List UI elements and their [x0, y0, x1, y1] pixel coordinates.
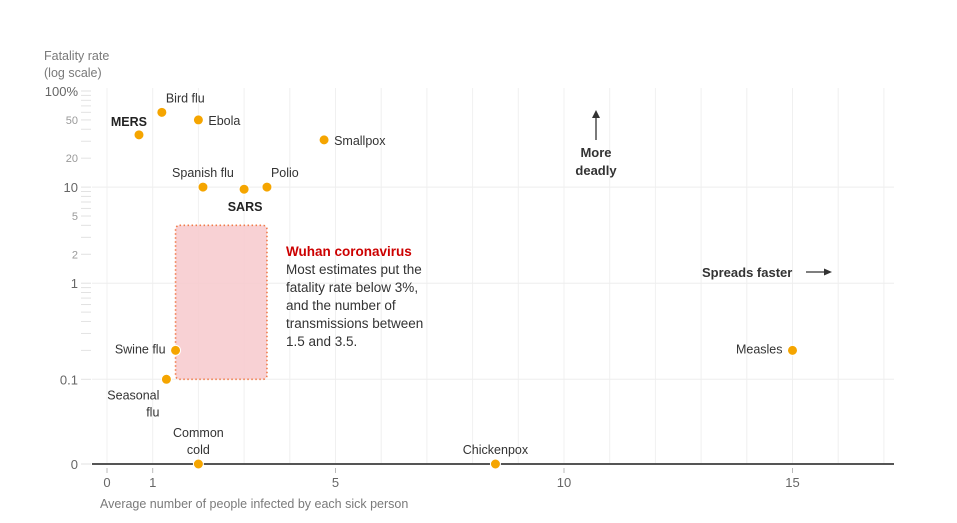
data-point-ebola[interactable]: Ebola	[192, 114, 240, 128]
more-deadly-line-2: deadly	[575, 163, 617, 178]
point-label: Common	[173, 426, 224, 440]
point-marker[interactable]	[238, 183, 250, 195]
annotation-line-5: 1.5 and 3.5.	[286, 334, 357, 349]
data-point-polio[interactable]: Polio	[261, 166, 299, 193]
y-tick-label: 1	[71, 276, 78, 291]
point-marker[interactable]	[133, 129, 145, 141]
data-point-smallpox[interactable]: Smallpox	[318, 134, 386, 148]
data-point-seasonal-flu[interactable]: Seasonal flu	[107, 373, 172, 419]
y-tick-label: 100%	[45, 84, 79, 99]
x-tick-label: 0	[103, 475, 110, 490]
point-marker[interactable]	[318, 134, 330, 146]
spreads-faster-hint: Spreads faster	[702, 265, 832, 280]
annotation-title: Wuhan coronavirus	[286, 244, 412, 259]
wuhan-region-box	[174, 224, 268, 381]
point-label: Polio	[271, 166, 299, 180]
wuhan-annotation: Wuhan coronavirus Most estimates put the…	[286, 244, 423, 349]
point-label: Ebola	[208, 114, 240, 128]
point-label: MERS	[111, 115, 147, 129]
annotation-line-2: fatality rate below 3%,	[286, 280, 418, 295]
data-point-measles[interactable]: Measles	[736, 342, 798, 356]
data-point-bird-flu[interactable]: Bird flu	[156, 91, 205, 118]
point-label: Measles	[736, 342, 783, 356]
point-label: cold	[187, 443, 210, 457]
highlight-region	[174, 224, 268, 381]
y-tick-label-minor: 20	[66, 153, 78, 165]
right-arrow-icon	[824, 268, 832, 276]
point-marker[interactable]	[197, 181, 209, 193]
y-tick-label-minor: 2	[72, 249, 78, 261]
point-label: Spanish flu	[172, 166, 234, 180]
point-label: Seasonal	[107, 388, 159, 402]
y-tick-label: 0	[71, 457, 78, 472]
point-marker[interactable]	[192, 458, 204, 470]
data-point-sars[interactable]: SARS	[228, 183, 263, 214]
more-deadly-line-1: More	[580, 145, 611, 160]
x-tick-label: 5	[332, 475, 339, 490]
annotation-line-3: and the number of	[286, 298, 396, 313]
data-point-mers[interactable]: MERS	[111, 115, 147, 141]
annotation-line-1: Most estimates put the	[286, 262, 422, 277]
point-label: Swine flu	[115, 342, 166, 356]
data-point-common-cold[interactable]: Common cold	[173, 426, 224, 470]
up-arrow-icon	[592, 110, 600, 118]
y-tick-label: 10	[64, 180, 78, 195]
annotation-line-4: transmissions between	[286, 316, 423, 331]
point-label: Smallpox	[334, 134, 386, 148]
point-marker[interactable]	[156, 106, 168, 118]
point-label: SARS	[228, 200, 263, 214]
point-marker[interactable]	[192, 114, 204, 126]
y-tick-label: 0.1	[60, 372, 78, 387]
point-label: Bird flu	[166, 91, 205, 105]
data-point-spanish-flu[interactable]: Spanish flu	[172, 166, 234, 193]
x-tick-label: 1	[149, 475, 156, 490]
x-axis-title: Average number of people infected by eac…	[100, 497, 408, 511]
point-marker[interactable]	[489, 458, 501, 470]
point-marker[interactable]	[170, 344, 182, 356]
point-label: flu	[146, 405, 159, 419]
point-marker[interactable]	[160, 373, 172, 385]
y-axis-title-line-1: Fatality rate	[44, 49, 109, 63]
x-tick-label: 10	[557, 475, 571, 490]
x-tick-label: 15	[785, 475, 799, 490]
data-point-swine-flu[interactable]: Swine flu	[115, 342, 182, 356]
more-deadly-hint: More deadly	[575, 110, 617, 178]
y-tick-label-minor: 5	[72, 211, 78, 223]
spreads-faster-label: Spreads faster	[702, 265, 792, 280]
y-axis-title: Fatality rate (log scale)	[44, 49, 109, 80]
y-tick-label-minor: 50	[66, 115, 78, 127]
point-label: Chickenpox	[463, 443, 529, 457]
point-marker[interactable]	[787, 344, 798, 356]
data-point-chickenpox[interactable]: Chickenpox	[463, 443, 529, 470]
y-axis-title-line-2: (log scale)	[44, 66, 102, 80]
point-marker[interactable]	[261, 181, 273, 193]
